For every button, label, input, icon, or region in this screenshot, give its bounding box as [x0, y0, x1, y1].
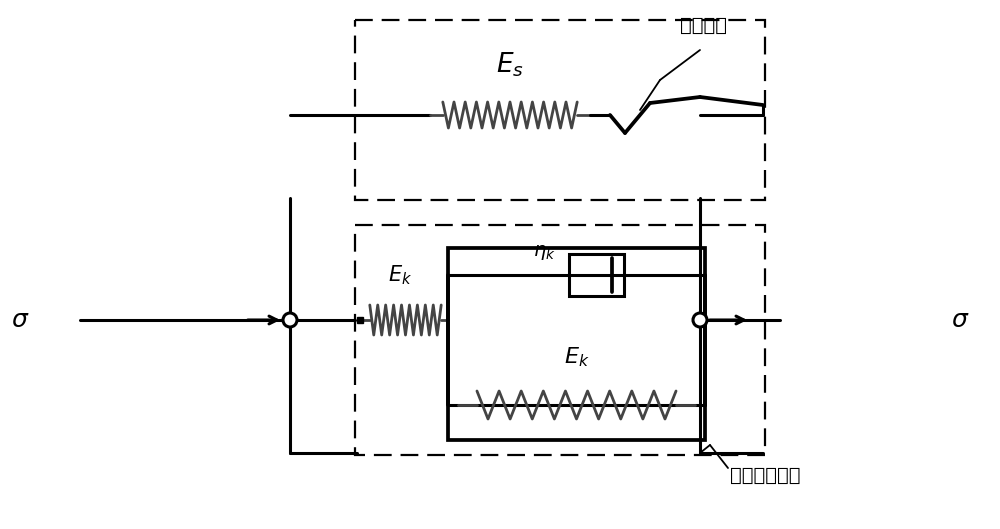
Circle shape: [693, 313, 707, 327]
Text: $E_k$: $E_k$: [564, 345, 589, 369]
Bar: [448, 248, 705, 440]
Text: 模拟描索: 模拟描索: [680, 15, 727, 34]
Bar: [569, 254, 624, 296]
Text: $\sigma$: $\sigma$: [951, 308, 969, 332]
Text: $E_k$: $E_k$: [388, 263, 413, 287]
Text: $\sigma$: $\sigma$: [11, 308, 29, 332]
Text: $E_s$: $E_s$: [496, 51, 524, 79]
Bar: [355, 225, 765, 455]
Circle shape: [283, 313, 297, 327]
Bar: [355, 20, 765, 200]
Bar: [357, 317, 363, 323]
Text: 模拟蠹变介质: 模拟蠹变介质: [730, 466, 800, 485]
Text: $\eta_k$: $\eta_k$: [533, 243, 555, 262]
